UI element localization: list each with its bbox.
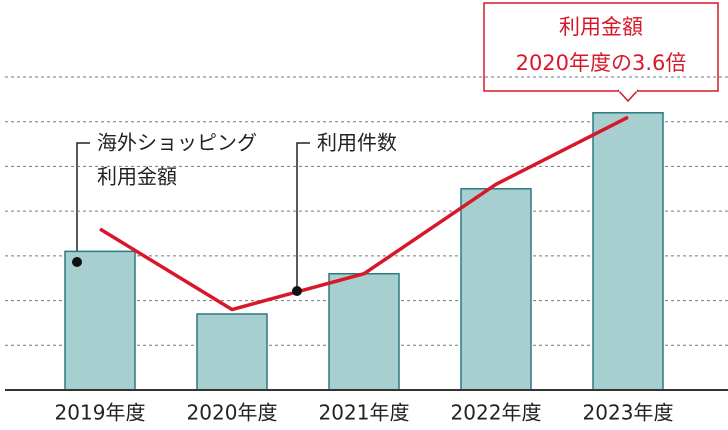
callout-pointer xyxy=(617,89,639,103)
bar xyxy=(460,188,532,391)
annotation: 海外ショッピング xyxy=(97,131,257,155)
x-tick-label: 2020年度 xyxy=(187,401,278,425)
x-tick-label: 2019年度 xyxy=(55,401,146,425)
bar xyxy=(64,250,136,391)
leader-line xyxy=(296,142,310,291)
annotation-dot xyxy=(72,257,82,267)
annotation: 利用金額 xyxy=(97,165,177,189)
callout-text: 2020年度の3.6倍 xyxy=(516,51,687,75)
bar xyxy=(196,313,268,391)
callout-text: 利用金額 xyxy=(559,15,643,39)
callout-box xyxy=(483,2,719,92)
bar xyxy=(328,272,400,391)
annotation-dot xyxy=(292,286,302,296)
x-tick-label: 2023年度 xyxy=(583,401,674,425)
line xyxy=(99,115,629,312)
x-tick-label: 2021年度 xyxy=(319,401,410,425)
bar xyxy=(592,112,664,391)
x-tick-label: 2022年度 xyxy=(451,401,542,425)
annotation: 利用件数 xyxy=(317,131,397,155)
leader-line xyxy=(76,142,90,262)
